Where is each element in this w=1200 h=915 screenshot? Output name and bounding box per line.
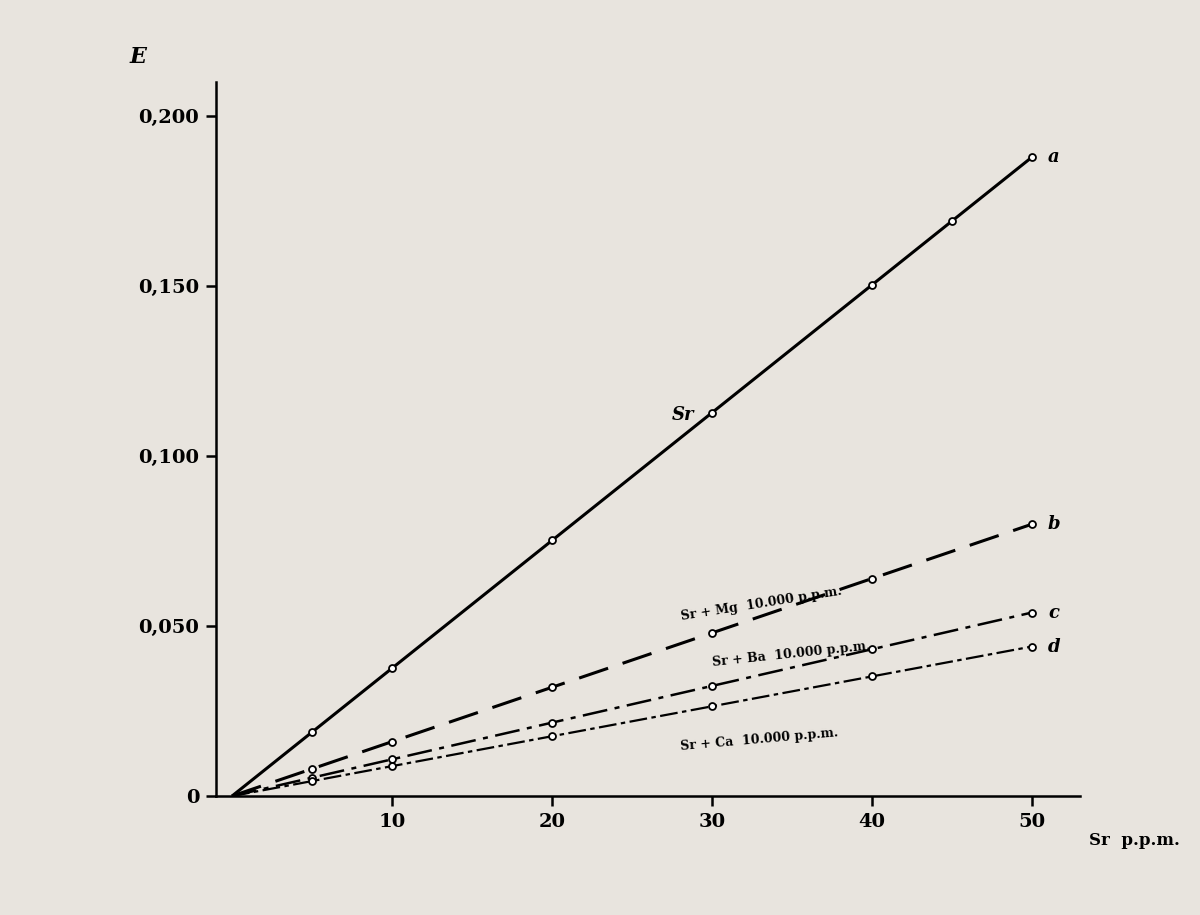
Text: a: a (1048, 148, 1060, 167)
Text: Sr + Ba  10.000 p.p.m.: Sr + Ba 10.000 p.p.m. (712, 640, 871, 669)
Text: d: d (1048, 638, 1061, 655)
Text: Sr: Sr (672, 406, 695, 425)
Text: Sr  p.p.m.: Sr p.p.m. (1088, 832, 1180, 849)
Text: Sr + Mg  10.000 p.p.m.: Sr + Mg 10.000 p.p.m. (680, 585, 842, 623)
Text: c: c (1048, 604, 1060, 621)
Text: Sr + Ca  10.000 p.p.m.: Sr + Ca 10.000 p.p.m. (680, 727, 839, 753)
Text: E: E (130, 46, 146, 68)
Text: b: b (1048, 515, 1061, 533)
